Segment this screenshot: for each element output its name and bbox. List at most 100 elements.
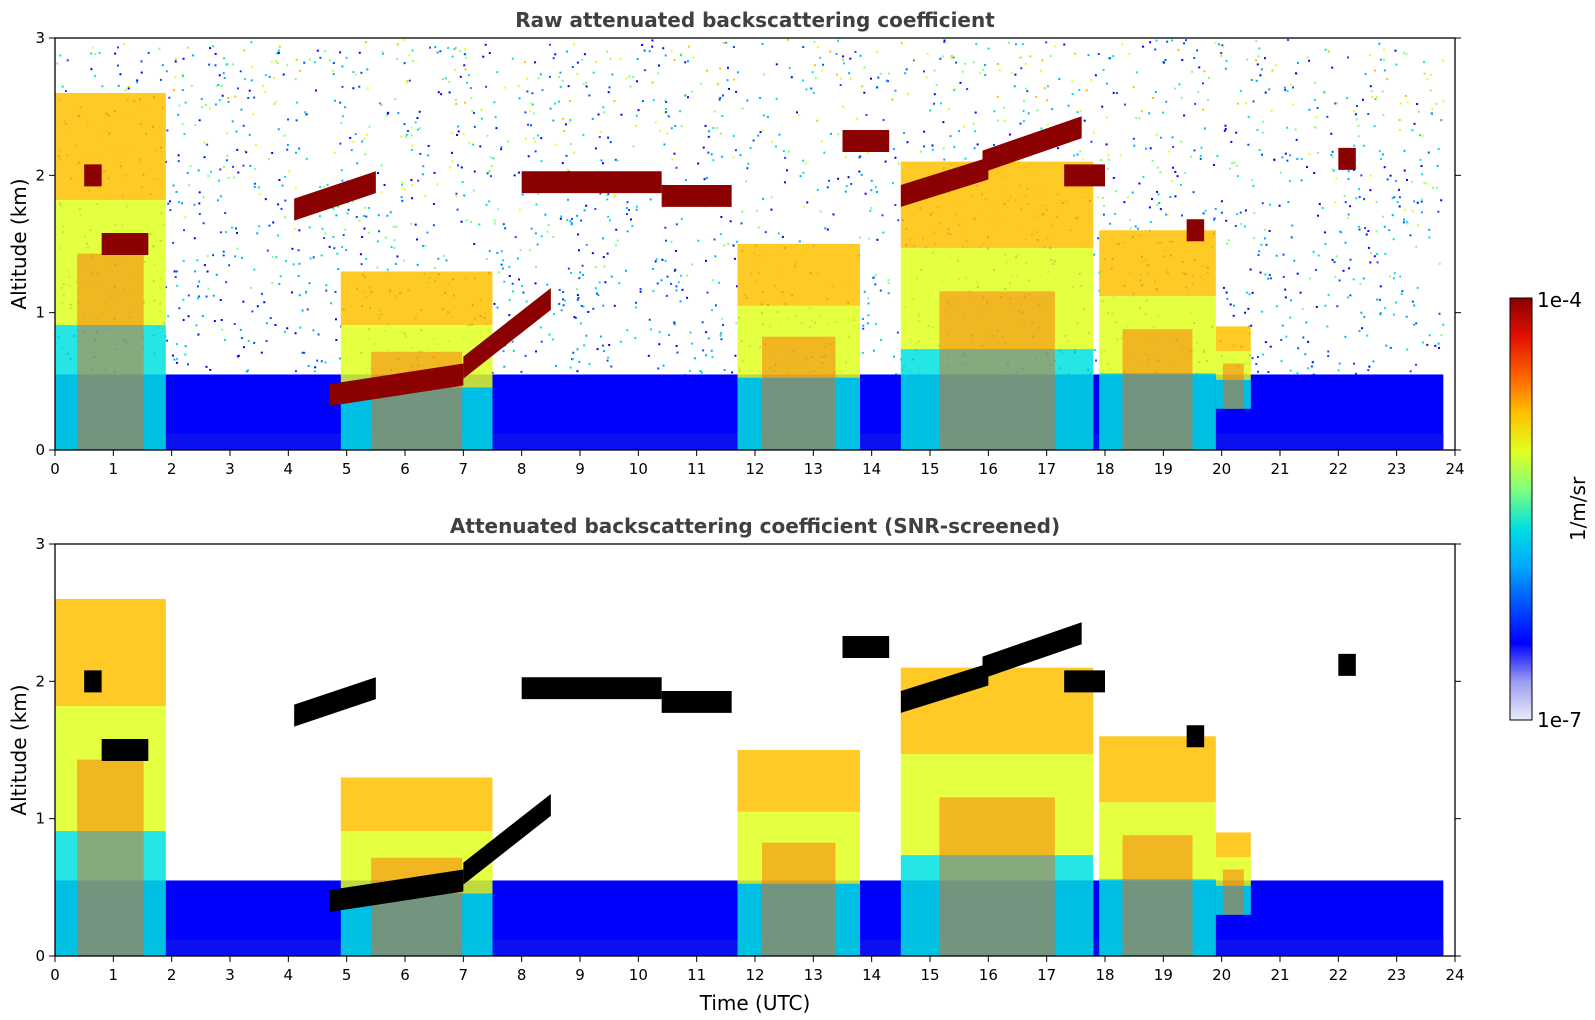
x-tick-label: 18 — [1095, 966, 1114, 984]
noise-speckle — [1287, 201, 1290, 204]
noise-speckle — [594, 207, 597, 210]
noise-speckle — [578, 249, 581, 252]
noise-speckle — [558, 302, 561, 305]
noise-speckle — [608, 86, 611, 89]
noise-speckle — [810, 87, 813, 90]
noise-speckle — [1415, 363, 1418, 366]
noise-speckle — [740, 222, 743, 225]
noise-speckle — [599, 130, 602, 133]
noise-speckle — [1396, 201, 1399, 204]
noise-speckle — [333, 99, 336, 102]
noise-speckle — [670, 50, 673, 53]
noise-speckle — [555, 365, 558, 368]
noise-speckle — [240, 108, 243, 111]
noise-speckle — [1374, 98, 1377, 101]
noise-speckle — [1331, 150, 1334, 153]
noise-speckle — [511, 57, 514, 60]
noise-speckle — [1383, 166, 1386, 169]
noise-speckle — [498, 271, 501, 274]
noise-speckle — [1302, 336, 1305, 339]
noise-speckle — [339, 51, 342, 54]
noise-speckle — [747, 162, 750, 165]
noise-speckle — [277, 51, 280, 54]
noise-speckle — [1269, 277, 1272, 280]
noise-speckle — [90, 52, 93, 55]
noise-speckle — [798, 240, 801, 243]
noise-speckle — [1373, 69, 1376, 72]
noise-speckle — [215, 273, 218, 276]
noise-speckle — [559, 71, 562, 74]
noise-speckle — [616, 239, 619, 242]
noise-speckle — [512, 290, 515, 293]
noise-speckle — [744, 180, 747, 183]
noise-speckle — [1213, 217, 1216, 220]
noise-speckle — [1388, 229, 1391, 232]
noise-speckle — [637, 109, 640, 112]
noise-speckle — [389, 211, 392, 214]
noise-speckle — [597, 113, 600, 116]
noise-speckle — [383, 184, 386, 187]
y-tick-label: 1 — [35, 810, 45, 828]
noise-speckle — [332, 73, 335, 76]
cloud-layer-band — [842, 636, 890, 658]
noise-speckle — [1115, 92, 1118, 95]
noise-speckle — [273, 77, 276, 80]
noise-speckle — [341, 179, 344, 182]
noise-speckle — [341, 246, 344, 249]
noise-speckle — [657, 367, 660, 370]
noise-speckle — [364, 41, 367, 44]
noise-speckle — [1256, 128, 1259, 131]
noise-speckle — [887, 282, 890, 285]
noise-speckle — [1109, 57, 1112, 60]
noise-speckle — [1097, 237, 1100, 240]
noise-speckle — [1331, 168, 1334, 171]
noise-speckle — [233, 323, 236, 326]
cloud-layer — [84, 116, 1356, 407]
noise-speckle — [1260, 68, 1263, 71]
noise-speckle — [597, 294, 600, 297]
aerosol-core — [1222, 869, 1244, 915]
noise-speckle — [820, 69, 823, 72]
noise-speckle — [651, 81, 654, 84]
noise-speckle — [746, 167, 749, 170]
noise-speckle — [736, 240, 739, 243]
noise-speckle — [572, 351, 575, 354]
noise-speckle — [933, 69, 936, 72]
noise-speckle — [720, 317, 723, 320]
noise-speckle — [406, 80, 409, 83]
x-tick-label: 7 — [459, 460, 469, 478]
noise-speckle — [1394, 180, 1397, 183]
noise-speckle — [1156, 203, 1159, 206]
noise-speckle — [1131, 191, 1134, 194]
noise-speckle — [706, 69, 709, 72]
noise-speckle — [885, 79, 888, 82]
noise-speckle — [1419, 158, 1422, 161]
noise-speckle — [569, 366, 572, 369]
noise-speckle — [1418, 134, 1421, 137]
noise-speckle — [1158, 201, 1161, 204]
noise-speckle — [1133, 144, 1136, 147]
noise-speckle — [286, 64, 289, 67]
noise-speckle — [700, 82, 703, 85]
aerosol-layer — [55, 598, 1251, 956]
noise-speckle — [1159, 171, 1162, 174]
noise-speckle — [721, 155, 724, 158]
noise-speckle — [1156, 166, 1159, 169]
noise-speckle — [714, 304, 717, 307]
noise-speckle — [406, 81, 409, 84]
noise-speckle — [569, 220, 572, 223]
noise-speckle — [932, 102, 935, 105]
noise-speckle — [1300, 158, 1303, 161]
noise-speckle — [725, 41, 728, 44]
noise-speckle — [1183, 114, 1186, 117]
noise-speckle — [635, 205, 638, 208]
noise-speckle — [305, 292, 308, 295]
aerosol-core — [939, 797, 1055, 956]
noise-speckle — [625, 213, 628, 216]
x-tick-label: 11 — [687, 460, 706, 478]
noise-speckle — [634, 337, 637, 340]
noise-speckle — [1087, 54, 1090, 57]
noise-speckle — [1268, 273, 1271, 276]
noise-speckle — [606, 198, 609, 201]
noise-speckle — [197, 333, 200, 336]
